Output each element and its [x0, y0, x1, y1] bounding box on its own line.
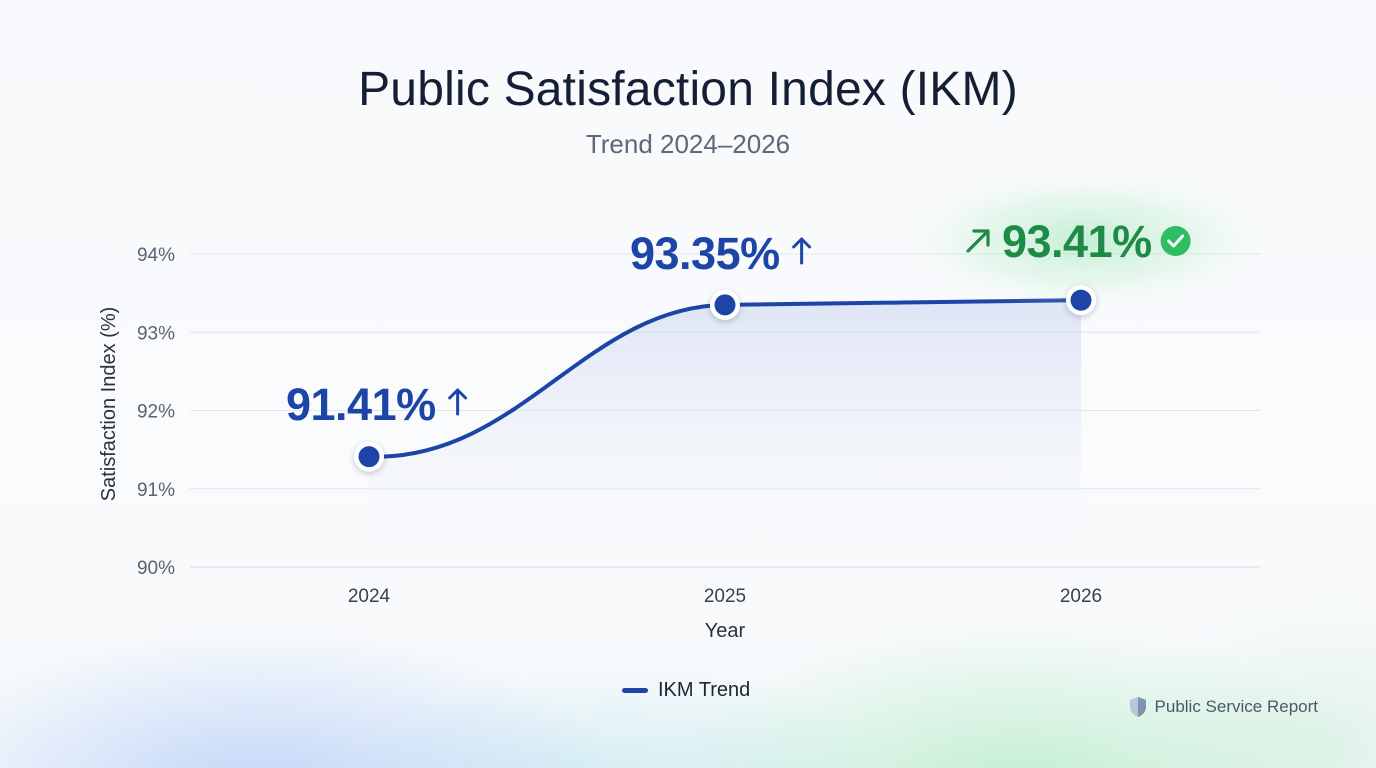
data-label: 93.41%	[1002, 216, 1152, 267]
y-tick-label: 91%	[137, 480, 175, 501]
x-tick-label: 2024	[348, 586, 391, 607]
footer-brand: Public Service Report	[1129, 696, 1318, 718]
shield-logo-icon	[1129, 697, 1146, 717]
y-tick-label: 93%	[137, 323, 175, 344]
data-labels: 91.41% 93.35% 93.41%	[286, 170, 1270, 430]
x-axis-ticks: 2024 2025 2026	[348, 586, 1102, 607]
arrow-up-right-icon	[966, 229, 990, 253]
y-axis-ticks: 90% 91% 92% 93% 94%	[137, 245, 175, 579]
x-axis-label: Year	[705, 620, 746, 642]
y-tick-label: 90%	[137, 558, 175, 579]
area-fill-path	[369, 300, 1081, 537]
data-point	[358, 446, 380, 468]
arrow-up-icon	[792, 237, 812, 265]
y-tick-label: 94%	[137, 245, 175, 266]
data-point	[1070, 289, 1092, 311]
footer-label: Public Service Report	[1154, 697, 1318, 716]
check-circle-icon	[1160, 226, 1191, 256]
data-points	[354, 285, 1096, 472]
data-point	[714, 294, 736, 316]
data-label: 91.41%	[286, 379, 436, 430]
y-tick-label: 92%	[137, 402, 175, 423]
arrow-up-icon	[448, 388, 468, 416]
highlight-glow	[900, 170, 1270, 310]
x-tick-label: 2026	[1060, 586, 1102, 607]
legend-swatch	[622, 688, 648, 693]
area-fill	[369, 300, 1081, 537]
x-tick-label: 2025	[704, 586, 746, 607]
data-label: 93.35%	[630, 228, 780, 279]
legend: IKM Trend	[622, 679, 750, 702]
legend-label: IKM Trend	[658, 679, 751, 701]
y-axis-label: Satisfaction Index (%)	[98, 307, 120, 502]
chart-subtitle: Trend 2024–2026	[585, 129, 791, 159]
chart-title: Public Satisfaction Index (IKM)	[358, 63, 1018, 116]
